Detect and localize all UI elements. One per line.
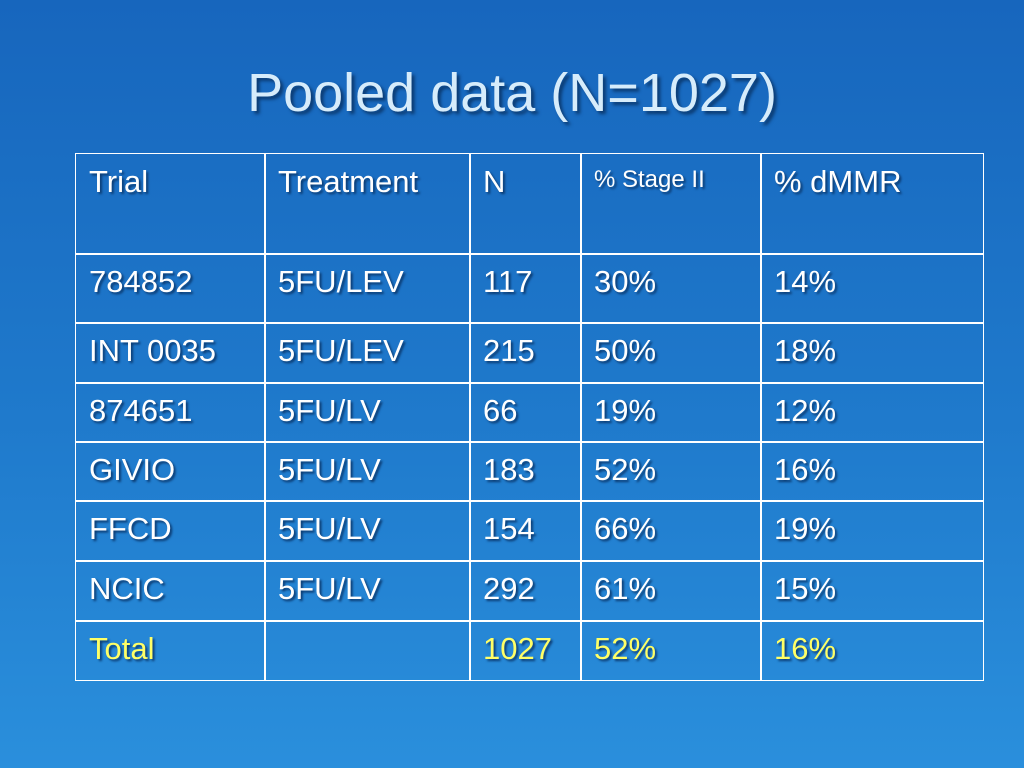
table-cell: 19% <box>580 382 762 443</box>
table-cell: 183 <box>469 441 582 502</box>
table-cell: 5FU/LV <box>264 441 471 502</box>
table-cell: 5FU/LV <box>264 500 471 562</box>
table-cell: 50% <box>580 322 762 384</box>
table-cell: 1027 <box>469 620 582 681</box>
table-cell: 12% <box>760 382 984 443</box>
table-cell: 52% <box>580 441 762 502</box>
table-cell: 5FU/LV <box>264 560 471 622</box>
table-cell: 66% <box>580 500 762 562</box>
header-cell: Trial <box>75 153 266 255</box>
header-cell: % Stage II <box>580 153 762 255</box>
table-cell: 16% <box>760 441 984 502</box>
table-cell: 30% <box>580 253 762 324</box>
table-cell: 5FU/LV <box>264 382 471 443</box>
slide-title: Pooled data (N=1027) <box>247 63 777 123</box>
table-cell: NCIC <box>75 560 266 622</box>
table-cell: 14% <box>760 253 984 324</box>
table-cell: 16% <box>760 620 984 681</box>
table-cell: 15% <box>760 560 984 622</box>
header-cell: N <box>469 153 582 255</box>
header-cell: Treatment <box>264 153 471 255</box>
table-cell: 215 <box>469 322 582 384</box>
header-cell: % dMMR <box>760 153 984 255</box>
table-cell: 52% <box>580 620 762 681</box>
table-cell: 18% <box>760 322 984 384</box>
table-cell: 117 <box>469 253 582 324</box>
table-cell: 292 <box>469 560 582 622</box>
table-cell: 19% <box>760 500 984 562</box>
table-cell: 61% <box>580 560 762 622</box>
table-cell: 874651 <box>75 382 266 443</box>
table-cell <box>264 620 471 681</box>
table-cell: 5FU/LEV <box>264 253 471 324</box>
table-cell: 784852 <box>75 253 266 324</box>
table-cell: Total <box>75 620 266 681</box>
table-cell: 154 <box>469 500 582 562</box>
table-cell: 5FU/LEV <box>264 322 471 384</box>
table-cell: FFCD <box>75 500 266 562</box>
table-cell: INT 0035 <box>75 322 266 384</box>
table-cell: GIVIO <box>75 441 266 502</box>
table-cell: 66 <box>469 382 582 443</box>
